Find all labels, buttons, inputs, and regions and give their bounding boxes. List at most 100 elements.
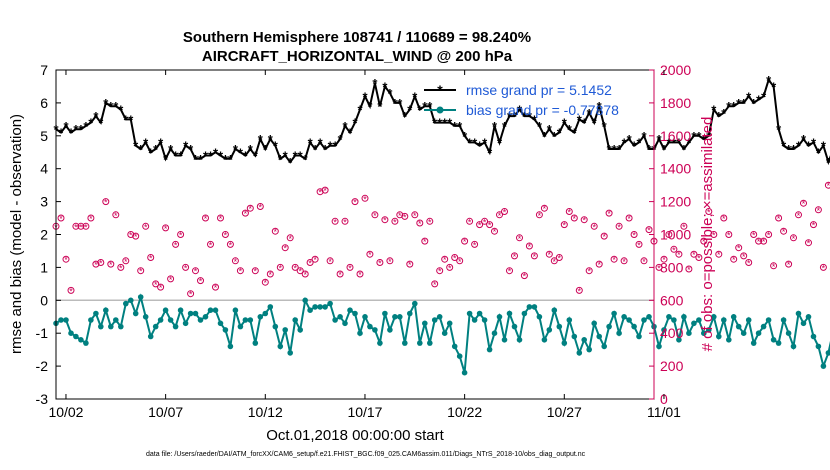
rmse-point: * [333, 139, 339, 154]
obs-assimilated-marker: * [807, 239, 811, 249]
legend-bias-marker [436, 106, 444, 114]
rmse-point: * [288, 155, 294, 170]
bias-point [591, 320, 597, 327]
bias-point [212, 307, 219, 314]
obs-possible-marker [680, 222, 688, 230]
obs-possible-marker [715, 250, 723, 258]
rmse-point: * [502, 119, 508, 134]
rmse-point: * [143, 135, 149, 150]
obs-possible-marker [276, 263, 284, 271]
obs-assimilated-marker: * [632, 231, 636, 241]
bias-point [716, 333, 722, 340]
obs-possible-marker [391, 217, 399, 225]
obs-assimilated-marker: * [363, 194, 367, 204]
bias-point [267, 304, 274, 310]
obs-assimilated-marker: * [548, 250, 552, 260]
obs-assimilated-marker: * [438, 267, 442, 277]
obs-possible-marker [152, 280, 160, 288]
bias-point [596, 333, 602, 340]
obs-assimilated-marker: * [169, 275, 173, 285]
bias-point [402, 340, 408, 346]
obs-possible-marker [506, 267, 513, 275]
rmse-point: * [243, 149, 249, 164]
right-tick-label: 1400 [660, 161, 691, 177]
rmse-point: * [597, 99, 603, 114]
obs-possible-marker [760, 237, 768, 245]
right-tick-label: 1600 [660, 128, 691, 144]
rmse-point: * [641, 129, 647, 144]
obs-assimilated-marker: * [443, 255, 447, 265]
obs-assimilated-marker: * [244, 209, 248, 219]
bias-point [646, 314, 652, 320]
obs-possible-marker [585, 267, 593, 275]
obs-assimilated-marker: * [448, 263, 452, 273]
bias-point [262, 310, 269, 317]
obs-possible-marker [57, 214, 65, 222]
obs-possible-marker [361, 194, 369, 202]
rmse-point: * [238, 145, 244, 160]
right-tick-label: 1800 [660, 95, 691, 111]
rmse-point: * [771, 79, 777, 94]
bias-point [446, 320, 453, 327]
bias-point [730, 314, 737, 320]
obs-possible-marker [501, 208, 508, 215]
obs-possible-marker [376, 259, 384, 266]
bias-point [621, 314, 627, 320]
obs-assimilated-marker: * [318, 188, 322, 198]
rmse-point: * [123, 112, 129, 127]
obs-possible-marker [356, 270, 364, 278]
bias-point [521, 310, 528, 317]
left-tick-label: 7 [40, 62, 48, 78]
rmse-point: * [367, 99, 373, 114]
obs-possible-marker [476, 221, 484, 229]
obs-assimilated-marker: * [388, 257, 392, 267]
obs-assimilated-marker: * [358, 270, 362, 280]
obs-assimilated-marker: * [393, 217, 397, 227]
obs-possible-marker [824, 181, 830, 189]
rmse-point: * [193, 152, 199, 167]
obs-assimilated-marker: * [538, 211, 542, 221]
right-tick-label: 600 [660, 292, 684, 308]
obs-assimilated-marker: * [757, 237, 761, 247]
rmse-point: * [721, 106, 727, 121]
obs-possible-marker [266, 270, 274, 278]
obs-assimilated-marker: * [458, 257, 462, 267]
bias-point [706, 327, 712, 333]
bias-point [431, 317, 438, 323]
obs-assimilated-marker: * [622, 257, 626, 267]
obs-possible-marker [182, 263, 190, 271]
rmse-point: * [801, 132, 807, 147]
rmse-point: * [88, 116, 94, 131]
bias-point [132, 310, 139, 317]
bias-point [287, 350, 294, 356]
rmse-point: * [681, 142, 687, 157]
obs-assimilated-marker: * [338, 270, 342, 280]
rmse-point: * [342, 119, 348, 134]
bias-point [387, 327, 393, 333]
rmse-point: * [716, 109, 722, 124]
obs-assimilated-marker: * [209, 240, 213, 250]
bias-point [636, 333, 642, 340]
obs-assimilated-marker: * [797, 211, 801, 221]
rmse-point: * [198, 152, 204, 167]
x-tick-label: 11/01 [647, 404, 681, 420]
rmse-point: * [806, 139, 812, 154]
x-axis-label: Oct.01,2018 00:00:00 start [266, 427, 444, 444]
obs-assimilated-marker: * [249, 204, 253, 214]
bias-point [691, 320, 697, 327]
rmse-point: * [826, 155, 830, 170]
rmse-point: * [432, 116, 438, 131]
rmse-point: * [452, 119, 458, 134]
obs-assimilated-marker: * [612, 255, 616, 265]
obs-assimilated-marker: * [722, 214, 726, 224]
bias-point [282, 327, 289, 333]
obs-possible-marker [441, 255, 449, 263]
plot-area: ***** * *** ******* ***** ****************** *… [52, 69, 830, 400]
obs-assimilated-marker: * [802, 199, 806, 209]
bias-point [88, 317, 94, 323]
bias-point [222, 327, 229, 333]
bias-point [516, 337, 523, 343]
rmse-point: * [98, 116, 104, 131]
bias-point [292, 317, 299, 323]
obs-assimilated-marker: * [124, 257, 128, 267]
